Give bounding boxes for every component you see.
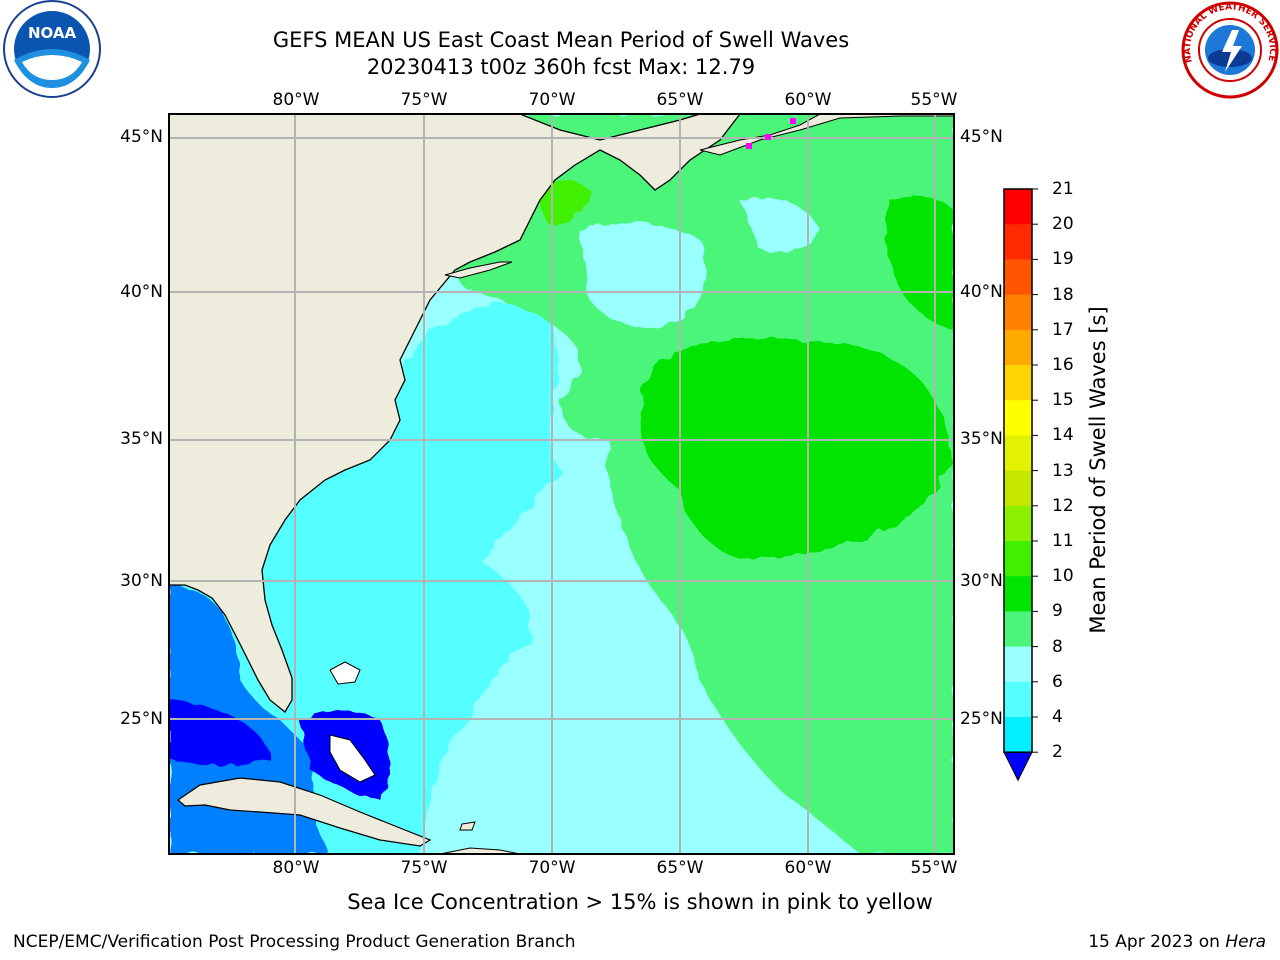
sea-ice-marker	[790, 118, 796, 124]
colorbar-tick-label: 6	[1052, 671, 1063, 692]
lon-tick-top: 80°W	[272, 90, 320, 110]
colorbar-segment	[1004, 717, 1032, 753]
colorbar	[1003, 188, 1038, 782]
lat-tick-left: 35°N	[120, 429, 163, 449]
lon-tick-top: 75°W	[400, 90, 448, 110]
colorbar-tick-label: 14	[1052, 425, 1074, 446]
colorbar-tick-label: 21	[1052, 179, 1074, 199]
swell-8-9-patch	[740, 198, 820, 253]
colorbar-segment	[1004, 470, 1032, 507]
colorbar-tick-label: 2	[1052, 742, 1063, 763]
land-bahamas	[329, 661, 361, 685]
colorbar-segment	[1004, 294, 1032, 331]
lon-tick-top: 70°W	[528, 90, 576, 110]
colorbar-extend-triangle	[1003, 751, 1033, 782]
land-long-island	[444, 261, 513, 279]
swell-10-11-region	[886, 196, 954, 330]
swell-8-9-patch	[580, 222, 707, 327]
map-plot-area	[169, 114, 954, 854]
lon-tick-bottom: 60°W	[784, 858, 832, 878]
noaa-logo: NOAA	[3, 0, 101, 98]
lon-tick-bottom: 65°W	[656, 858, 704, 878]
lat-tick-left: 30°N	[120, 571, 163, 591]
colorbar-tick-label: 15	[1052, 390, 1074, 411]
lat-tick-left: 25°N	[120, 709, 163, 729]
graticule	[169, 114, 954, 854]
footer-credit: NCEP/EMC/Verification Post Processing Pr…	[13, 932, 576, 952]
lon-tick-top: 65°W	[656, 90, 704, 110]
lon-tick-bottom: 75°W	[400, 858, 448, 878]
sea-ice-marker	[746, 143, 752, 149]
lat-tick-right: 45°N	[960, 127, 1003, 147]
colorbar-segment	[1004, 400, 1032, 436]
footer-machine: Hera	[1225, 932, 1266, 952]
colorbar-segment	[1004, 576, 1032, 612]
land-hispaniola	[439, 847, 521, 854]
lon-tick-bottom: 80°W	[272, 858, 320, 878]
svg-text:NOAA: NOAA	[28, 24, 77, 42]
colorbar-segment	[1004, 505, 1032, 542]
land-island	[459, 821, 476, 831]
colorbar-segment	[1004, 681, 1032, 718]
colorbar-title: Mean Period of Swell Waves [s]	[1086, 306, 1110, 634]
lat-tick-left: 40°N	[120, 282, 163, 302]
chart-subtitle: 20230413 t00z 360h fcst Max: 12.79	[366, 55, 756, 79]
colorbar-tick-label: 12	[1052, 495, 1074, 516]
land-bahamas	[329, 734, 376, 783]
nws-logo: NATIONAL WEATHER SERVICE	[1181, 1, 1279, 99]
colorbar-tick-label: 17	[1052, 319, 1074, 340]
lat-tick-right: 35°N	[960, 429, 1003, 449]
colorbar-segment	[1004, 435, 1032, 472]
colorbar-segment	[1004, 224, 1032, 260]
colorbar-segment	[1004, 611, 1032, 648]
sea-ice-note: Sea Ice Concentration > 15% is shown in …	[347, 890, 933, 914]
lon-tick-bottom: 70°W	[528, 858, 576, 878]
colorbar-segment	[1004, 646, 1032, 683]
colorbar-tick-label: 16	[1052, 355, 1074, 375]
land-north-america	[169, 114, 741, 713]
chart-title: GEFS MEAN US East Coast Mean Period of S…	[272, 28, 850, 52]
colorbar-segment	[1004, 541, 1032, 577]
colorbar-tick-label: 9	[1052, 601, 1063, 622]
colorbar-tick-label: 8	[1052, 636, 1063, 657]
colorbar-tick-label: 20	[1052, 214, 1074, 235]
colorbar-segment	[1004, 329, 1032, 366]
colorbar-tick-label: 19	[1052, 249, 1074, 270]
lat-tick-right: 25°N	[960, 709, 1003, 729]
map-frame	[168, 113, 955, 855]
lat-tick-left: 45°N	[120, 127, 163, 147]
footer-date: 15 Apr 2023 on Hera	[1088, 932, 1266, 952]
land-cuba	[177, 777, 432, 847]
colorbar-tick-label: 11	[1052, 531, 1074, 551]
lon-tick-top: 60°W	[784, 90, 832, 110]
colorbar-tick-label: 4	[1052, 707, 1063, 727]
colorbar-tick-label: 10	[1052, 566, 1074, 587]
colorbar-segment	[1004, 365, 1032, 401]
colorbar-tick-label: 13	[1052, 460, 1074, 481]
sea-ice-marker	[765, 134, 771, 140]
swell-10-11-region	[640, 337, 951, 560]
lon-tick-bottom: 55°W	[910, 858, 958, 878]
colorbar-segment	[1004, 189, 1032, 225]
lon-tick-top: 55°W	[910, 90, 958, 110]
lat-tick-right: 30°N	[960, 571, 1003, 591]
colorbar-tick-label: 18	[1052, 284, 1074, 305]
swell-2-4-region	[169, 700, 270, 765]
lat-tick-right: 40°N	[960, 282, 1003, 302]
colorbar-segment	[1004, 259, 1032, 296]
